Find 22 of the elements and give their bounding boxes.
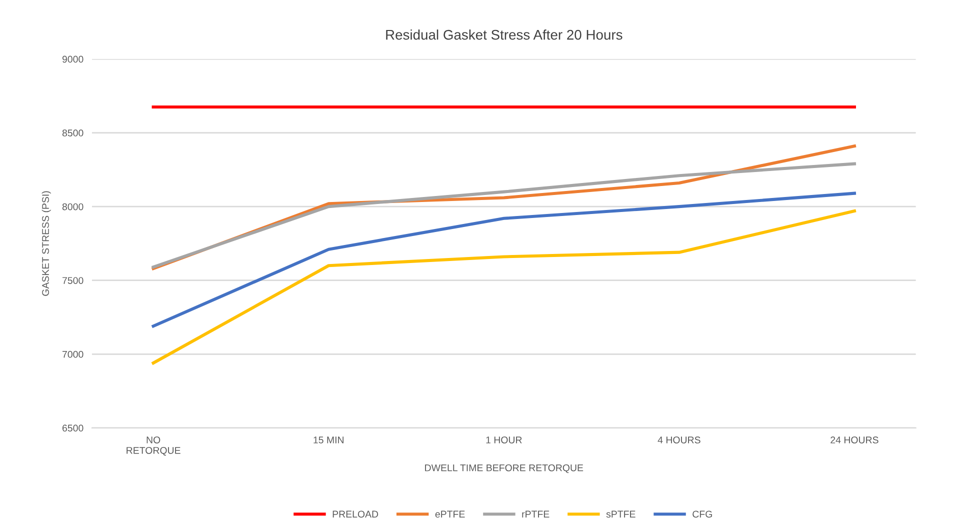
y-axis-title: GASKET STRESS (PSI) (42, 191, 51, 296)
x-tick-label: 1 HOUR (486, 436, 522, 444)
legend-label: CFG (692, 510, 712, 518)
x-axis-title: DWELL TIME BEFORE RETORQUE (425, 464, 584, 474)
y-tick-label: 8000 (62, 203, 84, 210)
y-tick-label: 7500 (62, 277, 84, 284)
x-tick-label: 24 HOURS (830, 436, 878, 444)
line-series (152, 209, 856, 365)
x-tick-label: 15 MIN (314, 436, 344, 444)
y-tick-label: 8500 (62, 130, 84, 136)
y-tick-label: 9000 (62, 56, 84, 63)
chart-title: Residual Gasket Stress After 20 Hours (386, 30, 622, 40)
y-tick-label: 6500 (62, 424, 84, 432)
x-tick-label: NO RETORQUE (126, 436, 180, 456)
legend-label: ePTFE (435, 510, 465, 518)
legend-label: PRELOAD (332, 510, 378, 518)
line-series (152, 162, 856, 269)
legend-label: sPTFE (606, 510, 636, 518)
legend-label: rPTFE (522, 510, 550, 518)
line-series (152, 192, 856, 328)
y-tick-label: 7000 (62, 350, 84, 358)
x-tick-label: 4 HOURS (658, 436, 700, 444)
